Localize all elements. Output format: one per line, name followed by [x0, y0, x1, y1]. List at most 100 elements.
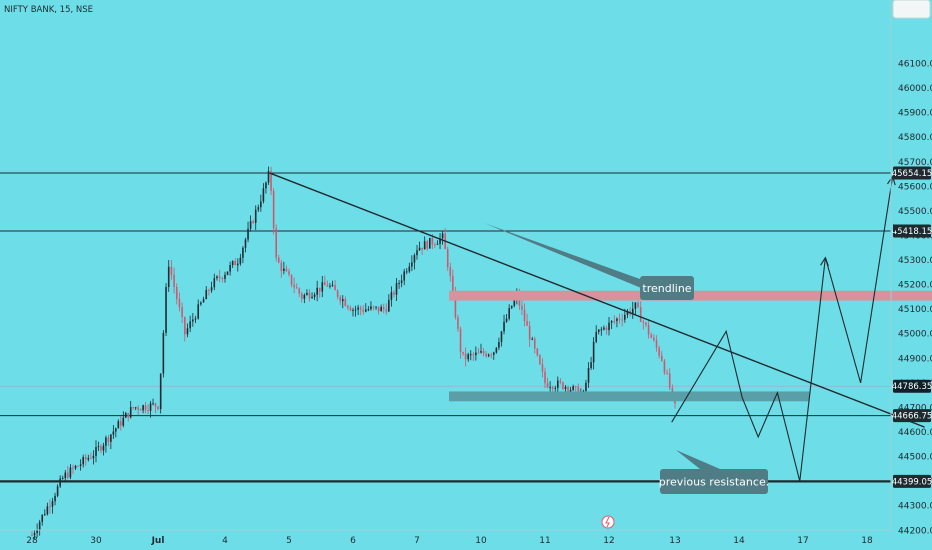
candle-body: [385, 309, 388, 312]
candle-body: [539, 355, 541, 365]
candle-body: [87, 458, 90, 460]
candle: [457, 314, 459, 332]
candle-body: [544, 371, 546, 384]
candle-body: [298, 288, 301, 294]
candle: [224, 271, 226, 283]
candle-body: [262, 188, 265, 202]
time-tick-label: 28: [26, 536, 38, 546]
time-tick-label: 11: [539, 536, 550, 546]
candle: [505, 313, 508, 323]
axis-menu-icon[interactable]: [892, 0, 931, 19]
candle-body: [339, 296, 341, 302]
candle-body: [170, 266, 173, 275]
candle: [117, 419, 120, 429]
candle: [480, 343, 482, 354]
candle-body: [318, 287, 321, 292]
candle-body: [631, 308, 634, 314]
callout-tail: [484, 223, 646, 290]
price-label-text: 44786.35: [892, 382, 932, 392]
candle: [105, 435, 107, 453]
candle: [260, 194, 262, 212]
candle-body: [551, 387, 554, 389]
candle: [388, 294, 390, 313]
candle: [59, 475, 61, 489]
candle: [605, 325, 608, 335]
candle: [159, 373, 162, 414]
candle-body: [213, 278, 216, 288]
candle: [395, 277, 398, 302]
candle: [647, 320, 650, 339]
candle: [157, 406, 159, 411]
candle: [587, 362, 590, 388]
candle-body: [186, 328, 189, 335]
candle: [216, 275, 218, 281]
candle: [122, 411, 125, 428]
candle-body: [344, 299, 347, 306]
time-tick-label: 13: [669, 536, 680, 546]
candle: [449, 262, 452, 282]
candle: [362, 304, 365, 315]
candle-body: [33, 533, 36, 536]
candle-body: [56, 486, 59, 496]
candle-body: [142, 405, 144, 411]
candle: [72, 464, 74, 474]
candle-body: [370, 306, 372, 310]
candle: [385, 303, 388, 315]
candle: [67, 465, 69, 480]
candle-body: [194, 318, 197, 320]
candle: [254, 205, 257, 230]
candle-body: [457, 317, 459, 329]
candle: [181, 302, 183, 324]
candle-body: [431, 237, 434, 245]
candle-body: [388, 299, 390, 312]
candle-body: [79, 464, 82, 466]
candle-body: [288, 271, 290, 275]
candle: [290, 274, 293, 288]
candle-body: [127, 413, 130, 418]
candle: [120, 416, 122, 431]
candle: [469, 350, 472, 361]
candle: [142, 404, 144, 414]
candle-body: [237, 263, 239, 266]
cursor-arrow-icon[interactable]: [893, 224, 899, 232]
candle-body: [178, 299, 181, 308]
previous-resistance-callout: previous resistance.: [659, 450, 769, 494]
candle-body: [105, 437, 107, 446]
candle-body: [134, 407, 137, 409]
candle: [262, 183, 265, 204]
candle-body: [585, 382, 587, 392]
candle: [33, 529, 36, 540]
candle: [439, 233, 441, 249]
candle-body: [526, 320, 528, 326]
candle-body: [102, 445, 105, 451]
candle: [616, 317, 618, 328]
candle-body: [221, 278, 224, 279]
candle: [408, 262, 411, 274]
callout-box: [660, 469, 768, 494]
candle: [124, 411, 127, 418]
candle-body: [202, 299, 205, 303]
candle: [285, 265, 288, 272]
time-tick-label: 18: [861, 536, 873, 546]
candle-body: [668, 373, 671, 389]
candle: [213, 273, 216, 291]
candle: [405, 268, 408, 275]
candle: [446, 246, 449, 271]
candle: [165, 283, 167, 336]
candle: [247, 221, 249, 243]
candle-body: [423, 241, 426, 250]
candle-body: [655, 340, 658, 348]
candle-body: [229, 265, 231, 272]
candle-body: [97, 446, 100, 448]
candle: [642, 319, 645, 330]
time-axis[interactable]: 28 30 Jul 4 5 6 7 10 11 12 13 14 17 18: [26, 536, 873, 546]
lightning-icon[interactable]: [601, 515, 615, 529]
candle: [38, 519, 41, 536]
candle-body: [244, 239, 247, 248]
candle: [475, 346, 477, 361]
candle: [270, 166, 272, 196]
time-tick-label: 5: [286, 536, 292, 546]
candle-body: [513, 297, 516, 306]
candle: [54, 492, 56, 506]
